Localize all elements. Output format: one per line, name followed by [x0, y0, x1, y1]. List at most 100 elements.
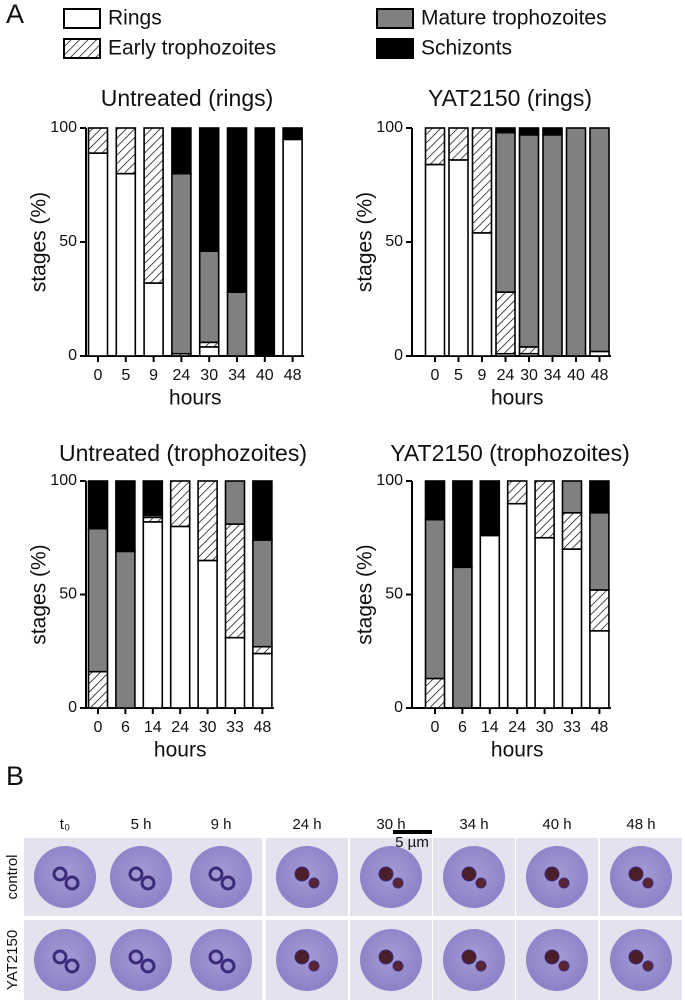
parasite [475, 877, 487, 889]
bar-segment [424, 163, 446, 357]
y-tick-label: 100 [376, 119, 403, 136]
x-tick-label: 6 [121, 719, 130, 736]
parasite [558, 960, 570, 972]
y-tick-label: 0 [68, 699, 77, 716]
y-axis-label: stages (%) [354, 192, 377, 292]
x-axis-label: hours [154, 739, 207, 762]
bar-segment [589, 511, 610, 591]
chart-title: YAT2150 (trophozoites) [390, 440, 630, 466]
x-tick-label: 0 [431, 367, 440, 384]
bar-segment [589, 630, 610, 709]
bar-segment [452, 480, 473, 569]
x-tick-label: 34 [544, 367, 562, 384]
bar-segment [197, 480, 218, 562]
x-tick-label: 6 [458, 719, 467, 736]
parasite [128, 949, 144, 965]
bar-segment [424, 518, 446, 680]
y-tick-label: 50 [59, 233, 77, 250]
panel-label: B [6, 761, 24, 791]
bar-segment [198, 250, 220, 344]
parasite [208, 949, 224, 965]
bar-segment [254, 127, 276, 357]
bar-segment [226, 291, 248, 357]
parasite [220, 958, 236, 974]
bar-segment [518, 346, 540, 355]
bar-segment [171, 172, 192, 355]
time-label: 9 h [211, 816, 232, 833]
parasite [294, 866, 310, 882]
bar-segment [115, 550, 136, 709]
bar-segment [169, 480, 191, 528]
y-tick-label: 0 [394, 699, 403, 716]
parasite [628, 866, 644, 882]
x-tick-label: 24 [508, 719, 526, 736]
parasite [378, 866, 394, 882]
bar-segment [561, 548, 583, 709]
y-tick-label: 50 [385, 233, 403, 250]
bar-segment [87, 670, 109, 709]
bar-segment [224, 480, 246, 525]
parasite [544, 949, 560, 965]
x-axis-label: hours [491, 739, 544, 762]
parasite [294, 949, 310, 965]
bar-segment [561, 511, 583, 550]
bar-segment [448, 159, 469, 357]
scale-bar-label: 5 µm [395, 834, 429, 851]
x-tick-label: 14 [144, 719, 162, 736]
y-axis-label: stages (%) [28, 544, 51, 644]
parasite [308, 877, 320, 889]
legend-label: Early trophozoites [108, 37, 276, 60]
x-tick-label: 14 [481, 719, 499, 736]
x-tick-label: 24 [173, 367, 191, 384]
bar-segment [518, 134, 540, 348]
chart-title: Untreated (trophozoites) [59, 440, 307, 466]
bar-segment [534, 536, 555, 709]
x-tick-label: 33 [563, 719, 581, 736]
y-tick-label: 100 [376, 472, 403, 489]
x-tick-label: 0 [94, 719, 103, 736]
y-tick-label: 0 [394, 347, 403, 364]
x-tick-label: 48 [591, 719, 609, 736]
bar-segment [115, 127, 137, 175]
time-label: t₀ [60, 816, 70, 833]
x-tick-label: 48 [254, 719, 272, 736]
x-tick-label: 0 [94, 367, 103, 384]
x-tick-label: 0 [431, 719, 440, 736]
bar-segment [282, 138, 303, 357]
time-label: 48 h [626, 816, 655, 833]
y-tick-label: 100 [50, 119, 77, 136]
bar-segment [424, 480, 446, 521]
time-label: 24 h [292, 816, 321, 833]
bar-segment [518, 127, 540, 136]
bar-segment [142, 480, 164, 516]
bar-segment [542, 134, 563, 357]
bar-segment [506, 502, 528, 709]
parasite [128, 866, 144, 882]
bar-segment [534, 480, 555, 539]
bar-segment [471, 232, 493, 357]
parasite [642, 877, 654, 889]
parasite [558, 877, 570, 889]
bar-segment [197, 559, 218, 709]
bar-segment [452, 566, 473, 709]
x-tick-label: 5 [454, 367, 463, 384]
parasite [461, 949, 477, 965]
bar-segment [224, 523, 246, 639]
bar-segment [424, 127, 446, 166]
y-tick-label: 50 [59, 586, 77, 603]
x-tick-label: 33 [226, 719, 244, 736]
y-axis-label: stages (%) [354, 544, 377, 644]
x-tick-label: 34 [228, 367, 246, 384]
bar-segment [542, 127, 563, 136]
bar-segment [198, 127, 220, 252]
bar-segment [169, 525, 191, 709]
legend-swatch [63, 8, 101, 29]
bar-segment [252, 539, 273, 648]
parasite [392, 960, 404, 972]
bar-segment [479, 534, 501, 709]
time-label: 34 h [459, 816, 488, 833]
parasite [52, 866, 68, 882]
bar-segment [282, 127, 303, 141]
legend-swatch [63, 38, 101, 59]
